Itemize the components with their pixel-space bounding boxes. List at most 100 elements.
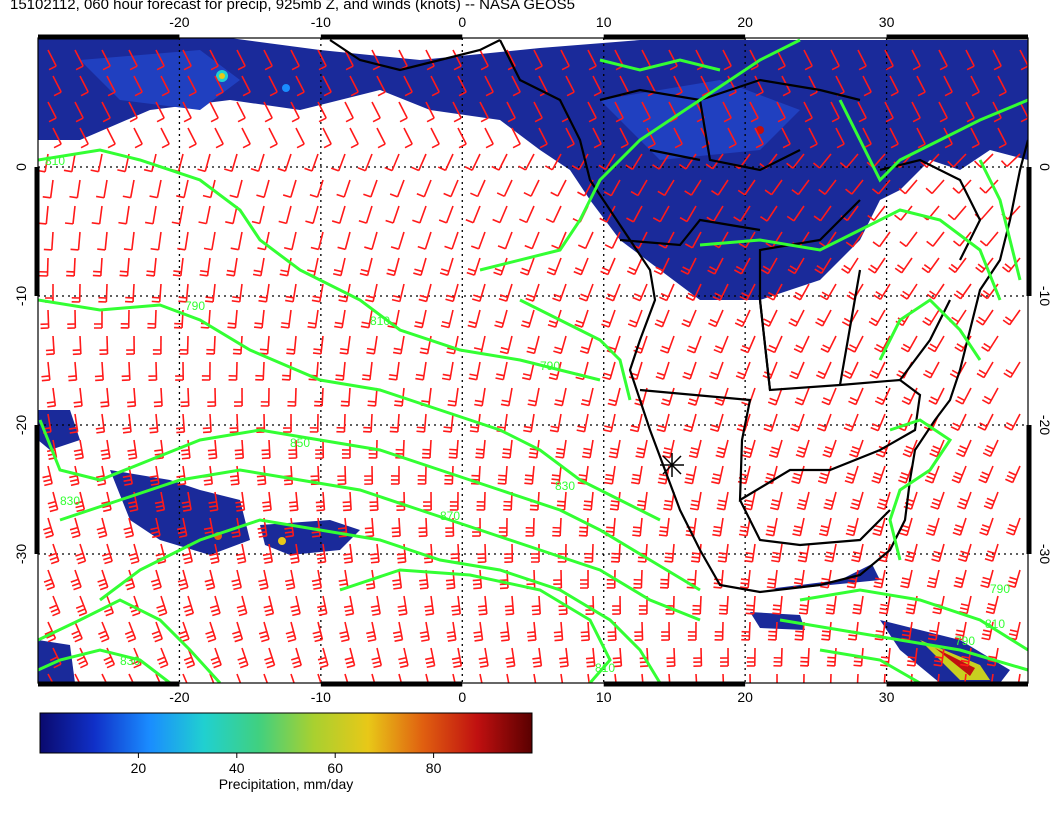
wind-barb bbox=[179, 335, 189, 355]
wind-barb bbox=[177, 517, 188, 539]
wind-barb bbox=[632, 517, 643, 537]
lat-tick-label-right: -20 bbox=[1037, 415, 1053, 435]
lat-tick-label-left: -30 bbox=[13, 544, 29, 564]
wind-barb bbox=[902, 439, 918, 458]
wind-barb bbox=[182, 673, 188, 683]
wind-barb bbox=[344, 101, 354, 123]
wind-barb bbox=[824, 543, 837, 563]
wind-barb bbox=[928, 387, 945, 405]
wind-barb bbox=[290, 595, 301, 617]
wind-barb bbox=[580, 569, 589, 589]
wind-barb bbox=[678, 153, 697, 170]
wind-barb bbox=[118, 205, 130, 225]
wind-barb bbox=[150, 231, 162, 251]
wind-barb bbox=[424, 595, 435, 616]
wind-barb bbox=[796, 491, 810, 511]
wind-barb bbox=[825, 595, 837, 615]
wind-barb bbox=[700, 75, 710, 97]
wind-barb bbox=[457, 75, 467, 97]
wind-barb bbox=[156, 595, 168, 617]
wind-barb bbox=[227, 309, 238, 329]
wind-barb bbox=[231, 283, 243, 303]
wind-barb bbox=[73, 387, 83, 408]
lat-tick-label-left: 0 bbox=[13, 163, 29, 171]
wind-barb bbox=[822, 439, 837, 458]
wind-barb bbox=[397, 595, 408, 616]
wind-barb bbox=[722, 49, 732, 71]
wind-barb bbox=[146, 257, 157, 277]
wind-barb bbox=[79, 127, 89, 149]
wind-barb bbox=[884, 101, 894, 123]
contour-label: 830 bbox=[555, 479, 575, 493]
wind-barb bbox=[871, 179, 891, 195]
wind-barb bbox=[553, 335, 567, 355]
wind-barb bbox=[763, 413, 778, 432]
wind-barb bbox=[975, 309, 994, 326]
contour-labels: 810 810 790 830 830 850 870 830 810 790 810 790 790 bbox=[45, 154, 1010, 675]
wind-barb bbox=[979, 231, 999, 247]
wind-barb bbox=[526, 335, 540, 355]
wind-barb bbox=[851, 543, 864, 563]
lon-tick-label-bottom: -10 bbox=[311, 689, 331, 705]
wind-barb bbox=[371, 647, 383, 669]
wind-barb bbox=[151, 283, 162, 303]
wind-barb bbox=[848, 387, 864, 406]
wind-barb bbox=[418, 517, 428, 538]
wind-barb bbox=[518, 153, 535, 171]
wind-barb bbox=[813, 205, 832, 222]
wind-barb bbox=[336, 179, 351, 198]
wind-barb bbox=[544, 153, 562, 171]
wind-barb bbox=[47, 491, 59, 513]
wind-barb bbox=[370, 595, 381, 616]
wind-barb bbox=[776, 101, 786, 123]
wind-barb bbox=[250, 153, 265, 172]
axis-tick-labels: -20 -20 -10 -10 0 0 10 10 20 20 30 30 0 0 -10 -10 -20 -20… bbox=[13, 14, 1053, 705]
wind-barb bbox=[965, 101, 975, 123]
wind-barb bbox=[522, 361, 535, 381]
wind-barb bbox=[122, 179, 135, 199]
wind-barb bbox=[661, 621, 671, 641]
wind-barb bbox=[317, 49, 327, 71]
wind-barb bbox=[862, 127, 872, 149]
wind-barb bbox=[93, 309, 103, 329]
wind-barb bbox=[279, 257, 292, 277]
wind-barb bbox=[898, 179, 918, 195]
wind-barb bbox=[766, 283, 783, 301]
wind-barb bbox=[177, 569, 189, 591]
wind-barb bbox=[947, 153, 967, 168]
wind-barb bbox=[201, 361, 211, 381]
colorbar: 20 40 60 80 Precipitation, mm/day bbox=[39, 712, 533, 792]
wind-barb bbox=[800, 647, 810, 667]
wind-barb bbox=[786, 153, 805, 169]
wind-barb bbox=[315, 491, 326, 512]
wind-barb bbox=[430, 127, 440, 149]
wind-barb bbox=[150, 517, 161, 539]
lon-tick-label-top: -10 bbox=[311, 14, 331, 30]
wind-barb bbox=[493, 257, 508, 276]
wind-barb bbox=[927, 621, 940, 641]
wind-barb bbox=[929, 439, 945, 458]
wind-barb bbox=[579, 335, 594, 354]
wind-barb bbox=[198, 205, 211, 225]
wind-barb bbox=[234, 387, 243, 407]
wind-barb bbox=[474, 387, 486, 407]
wind-barb bbox=[977, 413, 994, 431]
wind-barb bbox=[106, 127, 116, 149]
wind-barb bbox=[970, 75, 980, 97]
wind-barb bbox=[683, 413, 697, 433]
wind-barb bbox=[403, 75, 413, 97]
wind-barb bbox=[101, 543, 113, 565]
wind-barb bbox=[258, 621, 270, 643]
wind-barb bbox=[287, 387, 297, 407]
wind-barb bbox=[361, 361, 373, 381]
wind-barb bbox=[197, 153, 211, 173]
wind-barb bbox=[857, 49, 867, 71]
wind-barb bbox=[873, 569, 886, 589]
wind-barb bbox=[106, 75, 116, 97]
wind-barb bbox=[559, 647, 569, 668]
wind-barb bbox=[470, 231, 486, 250]
wind-barb bbox=[172, 257, 184, 277]
wind-barb bbox=[740, 569, 751, 589]
wind-barb bbox=[235, 543, 247, 565]
wind-barb bbox=[871, 465, 886, 484]
